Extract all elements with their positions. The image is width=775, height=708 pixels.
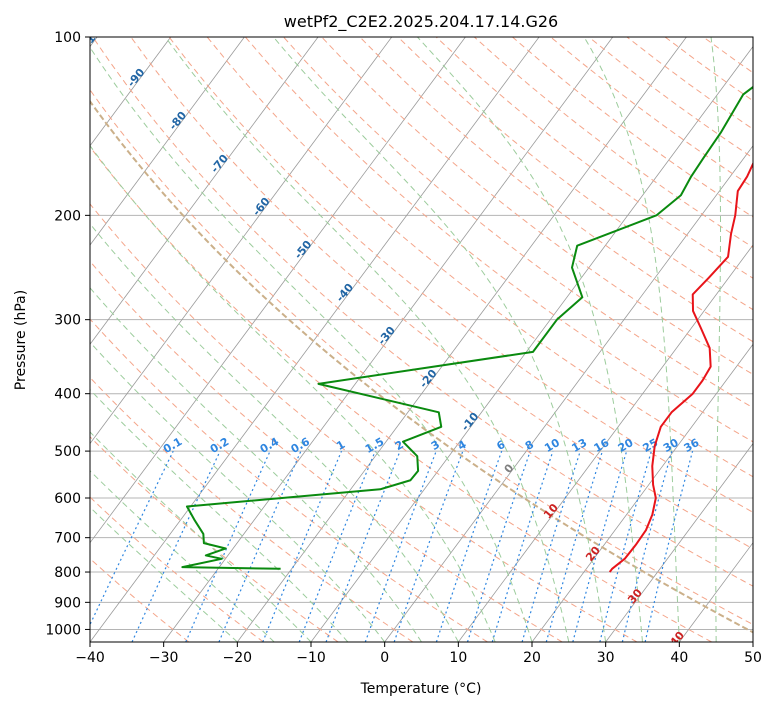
sounding-profiles <box>181 85 753 573</box>
mixing-ratio-line <box>435 450 503 642</box>
chart-title: wetPf2_C2E2.2025.204.17.14.G26 <box>284 12 558 32</box>
mixing-ratio-line <box>218 450 302 642</box>
y-tick-label: 300 <box>54 313 81 329</box>
dry-adiabat <box>90 260 563 642</box>
moist-adiabat <box>273 37 607 642</box>
mixing-ratio-line <box>185 450 271 642</box>
dry-adiabat <box>90 376 414 642</box>
x-tick-label: 10 <box>449 650 467 666</box>
isotherm-line <box>90 37 172 147</box>
dry-adiabat <box>359 37 753 343</box>
dry-adiabat <box>397 37 753 311</box>
isotherm-line <box>531 343 753 642</box>
isotherm-line <box>90 37 393 445</box>
y-tick-label: 400 <box>54 387 81 403</box>
reference-adiabat <box>90 99 753 634</box>
dry-adiabat <box>92 37 753 587</box>
isotherm-line <box>310 45 753 642</box>
moist-adiabat <box>90 287 422 642</box>
mixing-ratio-line <box>466 450 531 642</box>
mixing-ratio-line <box>393 450 464 642</box>
mixing-ratio-line <box>572 450 628 642</box>
x-tick-label: 50 <box>744 650 762 666</box>
moist-adiabat <box>417 37 643 642</box>
isotherm-line <box>384 145 753 642</box>
y-tick-label: 900 <box>54 595 81 611</box>
x-tick-label: −30 <box>149 650 179 666</box>
y-tick-label: 1000 <box>45 622 81 638</box>
mixing-ratio-lines <box>90 450 694 642</box>
dry-adiabat <box>90 146 712 642</box>
dry-adiabat <box>130 37 753 550</box>
dry-adiabat <box>321 37 753 375</box>
moist-adiabat <box>90 470 275 642</box>
moist-adiabat <box>583 37 680 642</box>
moist-adiabat <box>710 37 722 642</box>
moist-adiabat <box>90 222 459 642</box>
mixing-ratio-line <box>325 450 401 642</box>
y-tick-label: 100 <box>54 30 81 46</box>
isotherm-line <box>90 37 540 642</box>
isotherm-line <box>605 442 753 642</box>
x-tick-label: −20 <box>223 650 253 666</box>
dewpoint-profile-line <box>181 85 753 570</box>
dry-adiabat <box>206 37 753 478</box>
isotherm-line <box>458 244 753 642</box>
x-tick-label: 40 <box>670 650 688 666</box>
x-tick-label: 0 <box>380 650 389 666</box>
temperature-profile-line <box>608 161 753 573</box>
isotherm-line <box>90 37 245 246</box>
x-tick-label: 30 <box>597 650 615 666</box>
isotherm-line <box>237 37 687 642</box>
dry-adiabat <box>90 203 638 642</box>
y-tick-label: 200 <box>54 208 81 224</box>
y-tick-label: 600 <box>54 491 81 507</box>
moist-adiabat <box>164 37 570 642</box>
skewed-isotherms <box>90 37 753 642</box>
dry-adiabat <box>90 89 753 626</box>
y-tick-label: 800 <box>54 565 81 581</box>
mixing-ratio-line <box>298 450 376 642</box>
moist-adiabat <box>90 506 238 642</box>
moist-adiabats <box>90 37 722 642</box>
moist-adiabat <box>90 46 533 642</box>
mixing-ratio-line <box>90 450 174 626</box>
x-tick-label: 20 <box>523 650 541 666</box>
x-axis-label: Temperature (°C) <box>360 681 482 697</box>
dry-adiabat <box>168 37 753 513</box>
x-tick-label: −10 <box>296 650 326 666</box>
plot-frame <box>89 36 754 643</box>
moist-adiabat <box>90 341 386 642</box>
y-tick-label: 500 <box>54 444 81 460</box>
isotherm-line <box>90 37 319 345</box>
mixing-ratio-line <box>644 450 694 642</box>
y-axis-ticks: 100 200 300 400 500 600 700 800 900 1000 <box>45 30 90 638</box>
mixing-ratio-line <box>545 450 603 642</box>
mixing-ratio-line <box>491 450 554 642</box>
plot-area: -100-90-80-70-60-50-40-30-20-10010203040… <box>90 37 753 642</box>
mixing-ratio-line <box>521 450 581 642</box>
x-tick-label: −40 <box>75 650 105 666</box>
moist-adiabat <box>90 388 349 642</box>
x-axis-ticks: −40 −30 −20 −10 0 10 20 30 40 50 <box>75 642 762 666</box>
mixing-ratio-line <box>621 450 673 642</box>
isotherm-line <box>163 37 614 642</box>
mixing-ratio-line <box>131 450 221 642</box>
mixing-ratio-line <box>262 450 343 642</box>
isotherm-line <box>90 37 466 544</box>
y-axis-label: Pressure (hPa) <box>13 290 29 390</box>
y-tick-label: 700 <box>54 531 81 547</box>
